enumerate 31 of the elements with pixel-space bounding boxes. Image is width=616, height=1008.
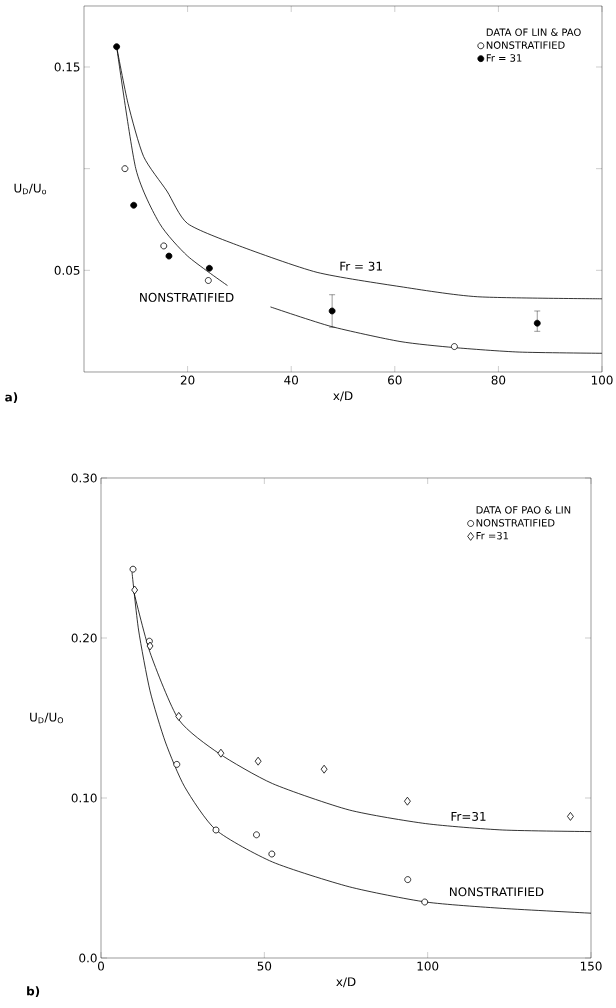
x-tick-label: 100 bbox=[591, 375, 613, 385]
text: a) bbox=[5, 392, 18, 403]
x-tick-label: 20 bbox=[180, 375, 195, 385]
legend-title: DATA OF PAO & LIN bbox=[476, 506, 571, 514]
legend-title: DATA OF LIN & PAO bbox=[486, 28, 581, 37]
text: b) bbox=[27, 986, 40, 997]
annotation: NONSTRATIFIED bbox=[449, 887, 544, 897]
annotation: Fr=31 bbox=[451, 811, 486, 821]
x-tick-label: 60 bbox=[388, 375, 402, 385]
x-tick-label: 50 bbox=[257, 961, 272, 971]
x-tick-label: 0 bbox=[97, 961, 105, 971]
x-axis-title: x/D bbox=[333, 391, 353, 402]
y-tick-label: 0.20 bbox=[71, 633, 97, 643]
annotation: NONSTRATIFIED bbox=[140, 292, 234, 302]
y-tick-label: 0.0 bbox=[79, 953, 97, 963]
y-axis-title: U$_{D}$/U$_{o}$ bbox=[14, 183, 47, 195]
legend-label: NONSTRATIFIED bbox=[486, 41, 565, 49]
legend-label: NONSTRATIFIED bbox=[476, 519, 555, 527]
y-tick-label: 0.10 bbox=[71, 793, 97, 803]
y-tick-label: 0.30 bbox=[71, 473, 97, 483]
x-axis-title: x/D bbox=[336, 977, 356, 988]
annotation: Fr = 31 bbox=[340, 261, 382, 271]
x-tick-label: 150 bbox=[580, 961, 602, 971]
y-tick-label: 0.15 bbox=[54, 62, 80, 72]
legend-label: Fr =31 bbox=[476, 531, 509, 540]
x-tick-label: 100 bbox=[417, 961, 439, 971]
x-tick-label: 80 bbox=[491, 375, 506, 385]
y-axis-title: U$_{D}$/U$_{O}$ bbox=[30, 712, 64, 724]
x-tick-label: 40 bbox=[284, 375, 299, 385]
y-tick-label: 0.05 bbox=[54, 265, 80, 275]
legend-label: Fr = 31 bbox=[486, 54, 522, 62]
